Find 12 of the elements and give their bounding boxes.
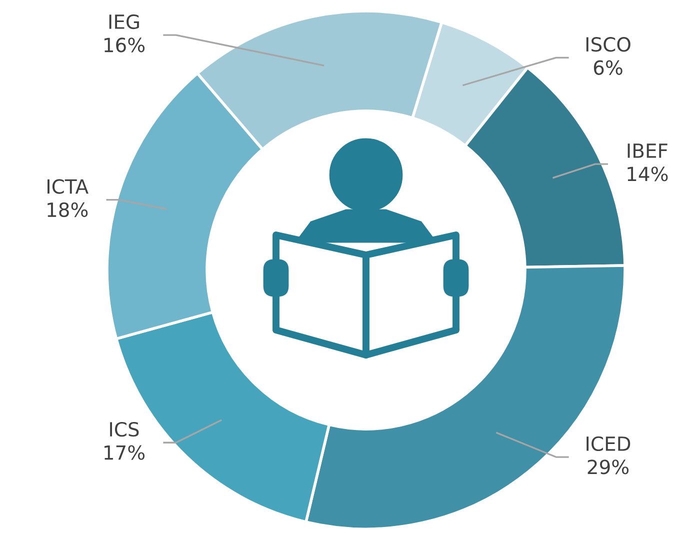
slice-label: ICED [586,436,630,452]
data-label: 29% [588,460,629,474]
slice-label: ICTA [48,179,88,194]
data-label: 18% [48,202,88,218]
slice-label: ISCO [586,37,630,52]
slice-label: ICS [110,422,139,437]
data-label: 6% [594,60,622,75]
slice-label: IEG [109,14,139,30]
data-label: 14% [628,166,668,182]
slice-label: IBEF [628,144,668,158]
data-label: 17% [104,445,145,460]
data-label: 16% [104,38,145,52]
